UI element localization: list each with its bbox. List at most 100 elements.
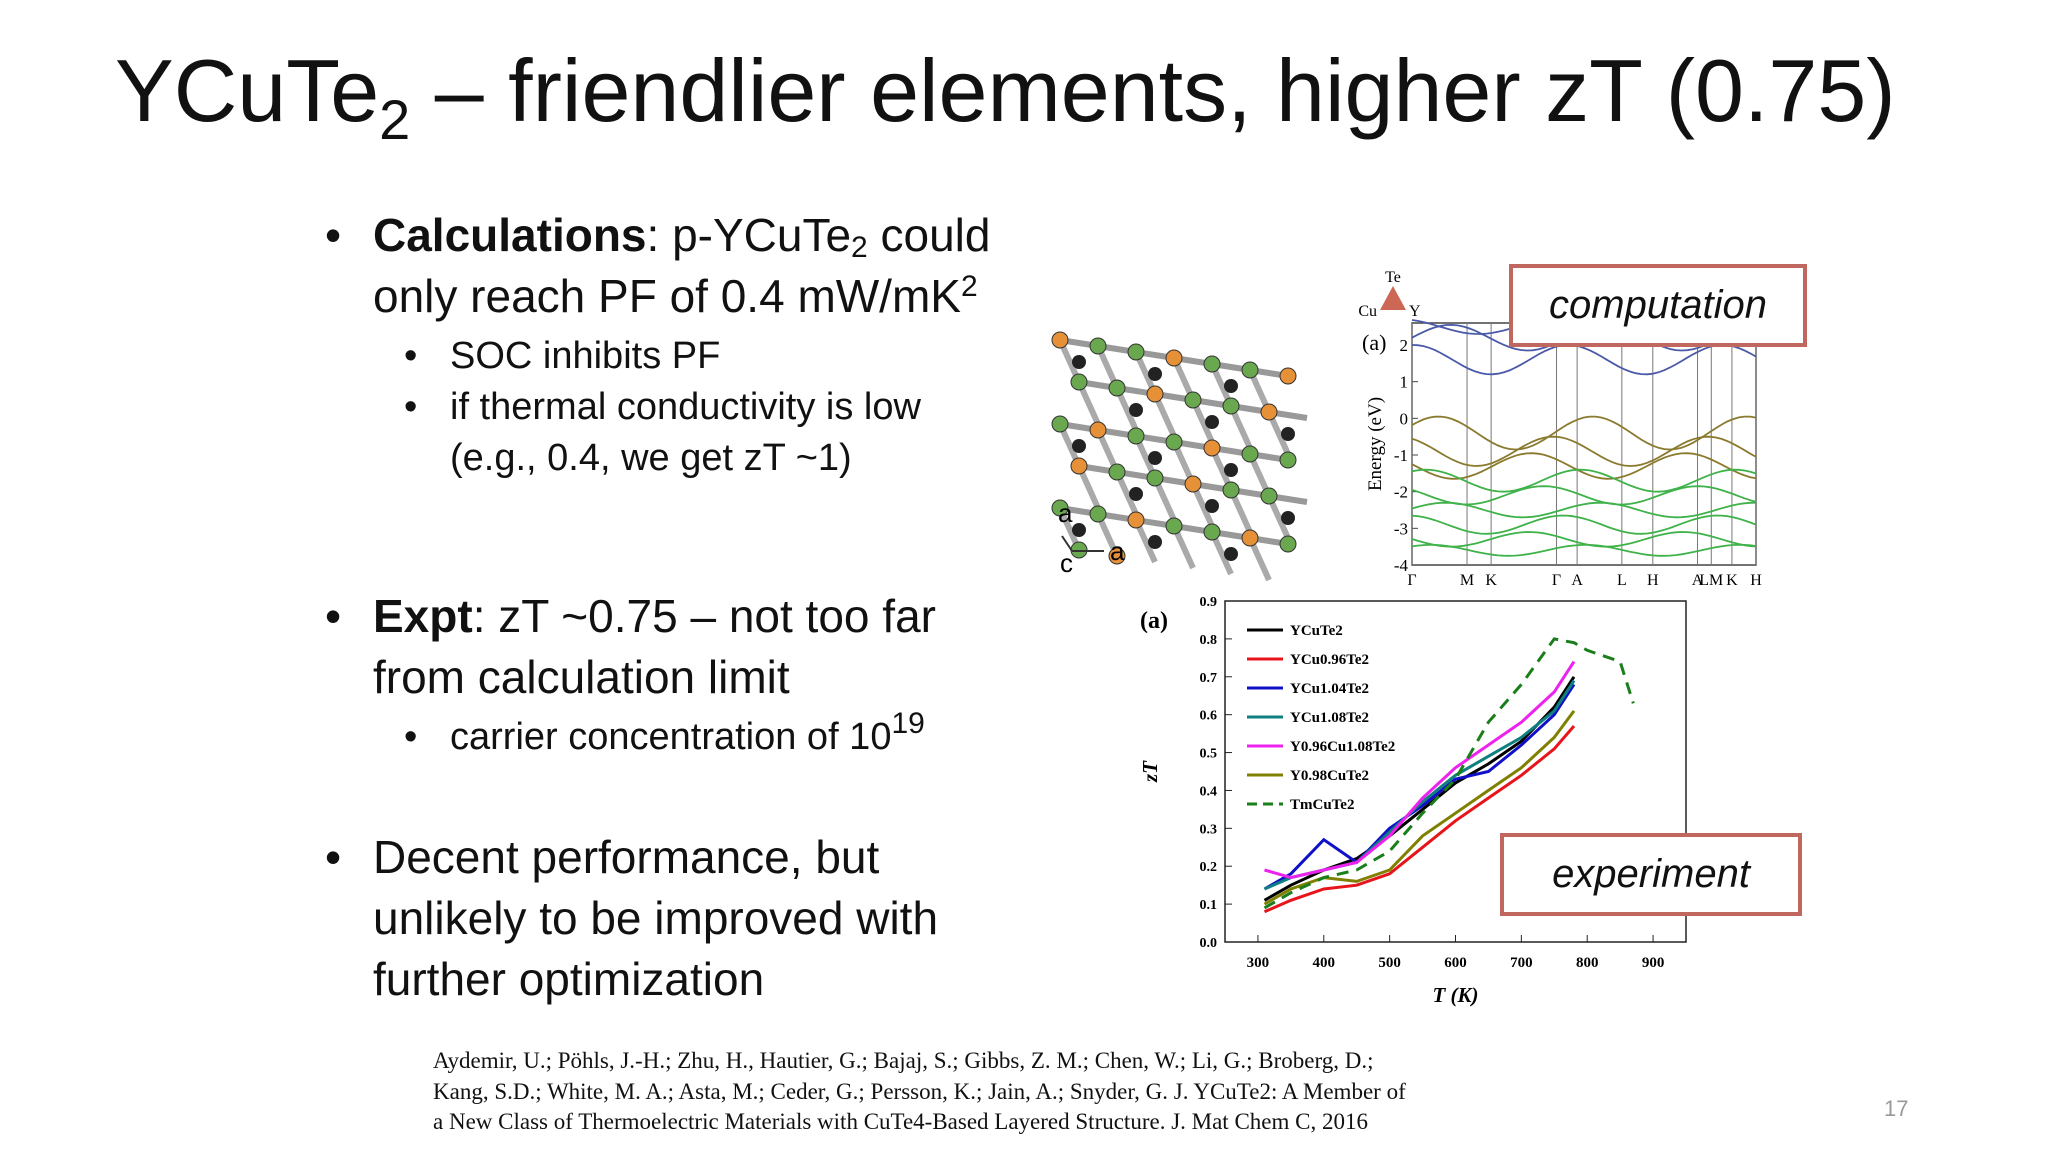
axis-label: a (1110, 536, 1125, 566)
y-axis-label: zT (1138, 760, 1162, 783)
atom (1203, 523, 1221, 541)
subscript: 2 (851, 231, 868, 264)
atom (1279, 535, 1297, 553)
atom (1148, 451, 1162, 465)
legend-label: TmCuTe2 (1290, 797, 1354, 813)
atom (1165, 517, 1183, 535)
series-line (1263, 683, 1576, 891)
x-tick-label: 500 (1378, 955, 1401, 971)
color-triangle (1380, 286, 1406, 310)
band-line (1411, 435, 1757, 467)
legend-label: YCu1.04Te2 (1290, 681, 1369, 697)
legend-label: Cu (1358, 303, 1377, 320)
bullet-text: could only reach PF of 0.4 mW/mK (373, 209, 991, 322)
y-tick-label: 0.8 (1200, 633, 1218, 648)
atom (1224, 463, 1238, 477)
k-label: Γ (1407, 572, 1416, 589)
y-tick-label: 0.5 (1200, 747, 1218, 762)
atom (1108, 547, 1126, 565)
sub-bullets: SOC inhibits PF if thermal conductivity … (404, 331, 1010, 484)
y-tick-label: 0.4 (1200, 784, 1218, 799)
y-tick-label: -3 (1394, 519, 1408, 538)
atom (1051, 331, 1069, 349)
x-tick-label: 700 (1510, 955, 1533, 971)
k-label: L (1617, 572, 1627, 589)
atom (1203, 439, 1221, 457)
band-line (1411, 415, 1757, 451)
y-tick-label: 0.3 (1200, 822, 1218, 837)
plot-frame (1411, 322, 1757, 566)
x-tick-label: 800 (1576, 955, 1599, 971)
bullet: Calculations: p-YCuTe2 could only reach … (325, 205, 1033, 484)
k-label: M (1460, 572, 1474, 589)
title-text: – friendlier elements, higher zT (0.75) (410, 41, 1896, 140)
computation-tag: computation (1509, 264, 1807, 347)
atom (1070, 457, 1088, 475)
y-tick-label: 0.6 (1200, 709, 1218, 724)
panel-label: (a) (1140, 608, 1168, 634)
k-label: K (1726, 572, 1738, 589)
atom (1241, 445, 1259, 463)
sub-bullet: if thermal conductivity is low (e.g., 0.… (404, 382, 1010, 484)
y-tick-label: 0 (1400, 409, 1409, 428)
legend-label: YCu1.08Te2 (1290, 710, 1369, 726)
experiment-tag: experiment (1500, 833, 1802, 916)
superscript: 19 (891, 707, 925, 740)
citation-line: Kang, S.D.; White, M. A.; Asta, M.; Cede… (433, 1078, 1406, 1104)
atom (1146, 469, 1164, 487)
k-label: H (1647, 572, 1659, 589)
atom (1148, 535, 1162, 549)
sub-bullet: SOC inhibits PF (404, 331, 1010, 382)
atom (1222, 397, 1240, 415)
y-tick-label: -4 (1394, 556, 1409, 575)
y-tick-label: -2 (1394, 483, 1408, 502)
sub-bullets: carrier concentration of 1019 (404, 709, 1010, 764)
band-line (1411, 501, 1757, 519)
atom (1184, 475, 1202, 493)
x-tick-label: 300 (1247, 955, 1270, 971)
atom (1072, 439, 1086, 453)
sub-bullet: carrier concentration of 1019 (404, 709, 1010, 764)
atom (1281, 427, 1295, 441)
bullet: Expt: zT ~0.75 – not too far from calcul… (325, 586, 1033, 764)
title-text: YCuTe (115, 41, 380, 140)
y-tick-label: 1 (1400, 373, 1409, 392)
atom (1205, 499, 1219, 513)
citation-line: a New Class of Thermoelectric Materials … (433, 1109, 1368, 1134)
legend-label: Te (1385, 269, 1401, 286)
atom (1089, 421, 1107, 439)
series-line (1263, 637, 1635, 910)
x-tick-label: 600 (1444, 955, 1467, 971)
atom (1051, 499, 1069, 517)
bullet-label: Expt (373, 590, 473, 642)
x-tick-label: 900 (1642, 955, 1665, 971)
atom (1205, 415, 1219, 429)
band-line (1411, 485, 1757, 506)
slide-title: YCuTe2 – friendlier elements, higher zT … (115, 40, 1896, 152)
atom (1072, 355, 1086, 369)
atom (1281, 511, 1295, 525)
legend-label: Y0.96Cu1.08Te2 (1290, 739, 1395, 755)
k-label: H (1750, 572, 1762, 589)
page-number: 17 (1884, 1096, 1909, 1121)
bullet: Decent performance, but unlikely to be i… (325, 827, 1033, 1010)
sub-bullet-text: carrier concentration of 10 (450, 716, 892, 758)
y-tick-label: 2 (1400, 336, 1409, 355)
atom (1129, 487, 1143, 501)
atom (1127, 511, 1145, 529)
atom (1129, 403, 1143, 417)
atom (1072, 523, 1086, 537)
atom (1224, 379, 1238, 393)
bullet-text: : zT ~0.75 – not too far from calculatio… (373, 590, 936, 703)
band-line (1411, 468, 1757, 493)
band-line (1411, 514, 1757, 535)
y-tick-label: 0.0 (1200, 936, 1218, 951)
k-label: Γ (1552, 572, 1561, 589)
band-line (1411, 452, 1757, 480)
atom (1127, 343, 1145, 361)
atom (1165, 433, 1183, 451)
atom (1089, 337, 1107, 355)
atom (1108, 463, 1126, 481)
legend-label: Y0.98CuTe2 (1290, 768, 1369, 784)
